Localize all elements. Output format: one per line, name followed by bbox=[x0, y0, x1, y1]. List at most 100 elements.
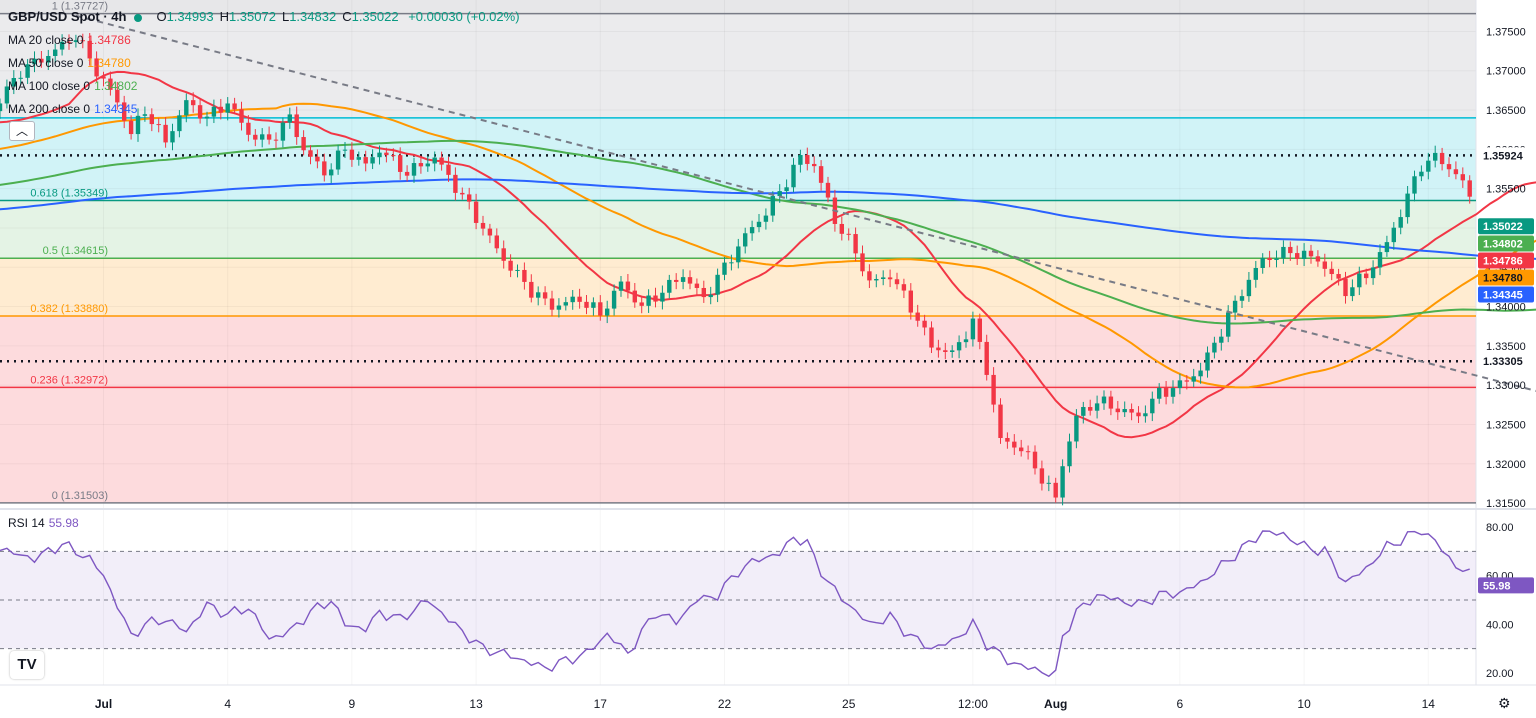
dotted-level-tag-1[interactable]: 1.33305 bbox=[1478, 353, 1534, 370]
candle-48[interactable] bbox=[432, 151, 437, 172]
candle-119[interactable] bbox=[922, 314, 927, 336]
candle-194[interactable] bbox=[1439, 147, 1445, 171]
candle-0[interactable] bbox=[101, 71, 106, 87]
candle-177[interactable] bbox=[1322, 253, 1327, 277]
price-axis[interactable]: 1.31500 1.32000 1.32500 1.33000 1.33500 1.340… bbox=[1478, 26, 1534, 680]
candle-78[interactable] bbox=[639, 296, 644, 314]
ma50-legend[interactable]: MA 50 close 0 1.34780 bbox=[8, 56, 131, 70]
candle-175[interactable] bbox=[1308, 244, 1314, 264]
candle-130[interactable] bbox=[998, 398, 1003, 444]
candle-32[interactable] bbox=[322, 153, 327, 182]
candle-82[interactable] bbox=[667, 274, 672, 299]
candle-17[interactable] bbox=[218, 98, 223, 120]
candle-132[interactable] bbox=[1012, 434, 1017, 455]
time-axis[interactable]: 26Jul491317222512:00Aug610141922273 bbox=[0, 697, 1536, 711]
candle-44[interactable] bbox=[404, 165, 410, 182]
candle-174[interactable] bbox=[1301, 243, 1307, 267]
candle--15[interactable] bbox=[0, 98, 3, 119]
candle-83[interactable] bbox=[674, 273, 679, 290]
gear-icon[interactable]: ⚙ bbox=[1498, 695, 1511, 711]
candle-69[interactable] bbox=[577, 288, 582, 309]
dotted-level-tag-0[interactable]: 1.35924 bbox=[1478, 147, 1534, 164]
ma100-line[interactable] bbox=[0, 139, 1536, 325]
candle-157[interactable] bbox=[1184, 375, 1189, 390]
candle-63[interactable] bbox=[536, 286, 541, 306]
ma200-legend[interactable]: MA 200 close 0 1.34345 bbox=[8, 102, 137, 116]
candle-112[interactable] bbox=[874, 274, 879, 288]
candle-164[interactable] bbox=[1232, 295, 1238, 320]
candle-173[interactable] bbox=[1295, 245, 1300, 265]
candles[interactable] bbox=[0, 33, 1472, 506]
candle-147[interactable] bbox=[1115, 400, 1120, 420]
tradingview-logo[interactable]: TV bbox=[10, 651, 44, 679]
candle-80[interactable] bbox=[653, 287, 658, 308]
candle-10[interactable] bbox=[170, 123, 175, 151]
candle-129[interactable] bbox=[991, 367, 996, 413]
candle-188[interactable] bbox=[1398, 209, 1403, 235]
candle-60[interactable] bbox=[515, 264, 520, 278]
candle-6[interactable] bbox=[142, 106, 148, 122]
candle-22[interactable] bbox=[253, 129, 258, 147]
candle-35[interactable] bbox=[342, 142, 348, 158]
candle-86[interactable] bbox=[694, 278, 700, 296]
symbol-title[interactable]: GBP/USD Spot · 4h bbox=[8, 9, 127, 24]
candle-92[interactable] bbox=[736, 238, 741, 269]
candle-114[interactable] bbox=[887, 269, 893, 288]
candle-166[interactable] bbox=[1246, 271, 1252, 302]
candle-2[interactable] bbox=[115, 82, 120, 110]
candle-161[interactable] bbox=[1212, 336, 1217, 359]
candle-71[interactable] bbox=[591, 297, 596, 316]
candle--1[interactable] bbox=[94, 51, 99, 83]
candle-140[interactable] bbox=[1067, 433, 1072, 473]
candle-57[interactable] bbox=[494, 228, 499, 254]
candle-11[interactable] bbox=[177, 110, 182, 138]
candle-170[interactable] bbox=[1274, 250, 1279, 268]
candle-56[interactable] bbox=[487, 223, 493, 244]
candle--9[interactable] bbox=[39, 50, 44, 68]
candle-139[interactable] bbox=[1060, 459, 1065, 506]
candle-197[interactable] bbox=[1460, 167, 1465, 188]
candle-138[interactable] bbox=[1053, 477, 1058, 503]
candle-156[interactable] bbox=[1177, 373, 1183, 395]
candle-12[interactable] bbox=[184, 93, 189, 123]
candle-187[interactable] bbox=[1391, 222, 1396, 250]
candle-4[interactable] bbox=[128, 115, 134, 140]
candle--13[interactable] bbox=[11, 70, 16, 95]
candle-52[interactable] bbox=[460, 187, 465, 200]
price-tag-2[interactable]: 1.34786 bbox=[1478, 252, 1534, 269]
candle-47[interactable] bbox=[425, 155, 430, 172]
price-tag-0[interactable]: 1.35022 bbox=[1478, 218, 1534, 235]
candle-143[interactable] bbox=[1088, 399, 1093, 416]
candle-93[interactable] bbox=[743, 227, 748, 254]
candle-165[interactable] bbox=[1239, 289, 1245, 308]
candle-145[interactable] bbox=[1101, 390, 1107, 410]
rsi-value-tag[interactable]: 55.98 bbox=[1478, 577, 1534, 594]
candle-27[interactable] bbox=[287, 107, 292, 129]
price-tag-1[interactable]: 1.34802 bbox=[1478, 235, 1534, 252]
candle-122[interactable] bbox=[943, 342, 948, 360]
candle-18[interactable] bbox=[225, 97, 230, 121]
candle-26[interactable] bbox=[280, 117, 286, 148]
candle-149[interactable] bbox=[1129, 403, 1134, 421]
candle--6[interactable] bbox=[59, 34, 65, 56]
candle--11[interactable] bbox=[25, 59, 30, 84]
candle-88[interactable] bbox=[708, 286, 713, 305]
candle-38[interactable] bbox=[363, 150, 368, 172]
candle-115[interactable] bbox=[894, 272, 900, 290]
candle-21[interactable] bbox=[246, 115, 251, 142]
candle-113[interactable] bbox=[881, 270, 886, 286]
candle-172[interactable] bbox=[1288, 241, 1293, 261]
candle-169[interactable] bbox=[1267, 250, 1272, 268]
candle-59[interactable] bbox=[508, 254, 513, 278]
candle--4[interactable] bbox=[73, 34, 79, 48]
candle-15[interactable] bbox=[204, 111, 210, 127]
candle-100[interactable] bbox=[791, 158, 796, 193]
candle-124[interactable] bbox=[956, 335, 962, 359]
candle-102[interactable] bbox=[805, 147, 810, 171]
candle-30[interactable] bbox=[308, 145, 313, 165]
candle-131[interactable] bbox=[1005, 432, 1010, 449]
candle-33[interactable] bbox=[329, 163, 334, 184]
candle-121[interactable] bbox=[936, 339, 941, 358]
candle-117[interactable] bbox=[908, 283, 913, 320]
candle-8[interactable] bbox=[156, 117, 161, 133]
